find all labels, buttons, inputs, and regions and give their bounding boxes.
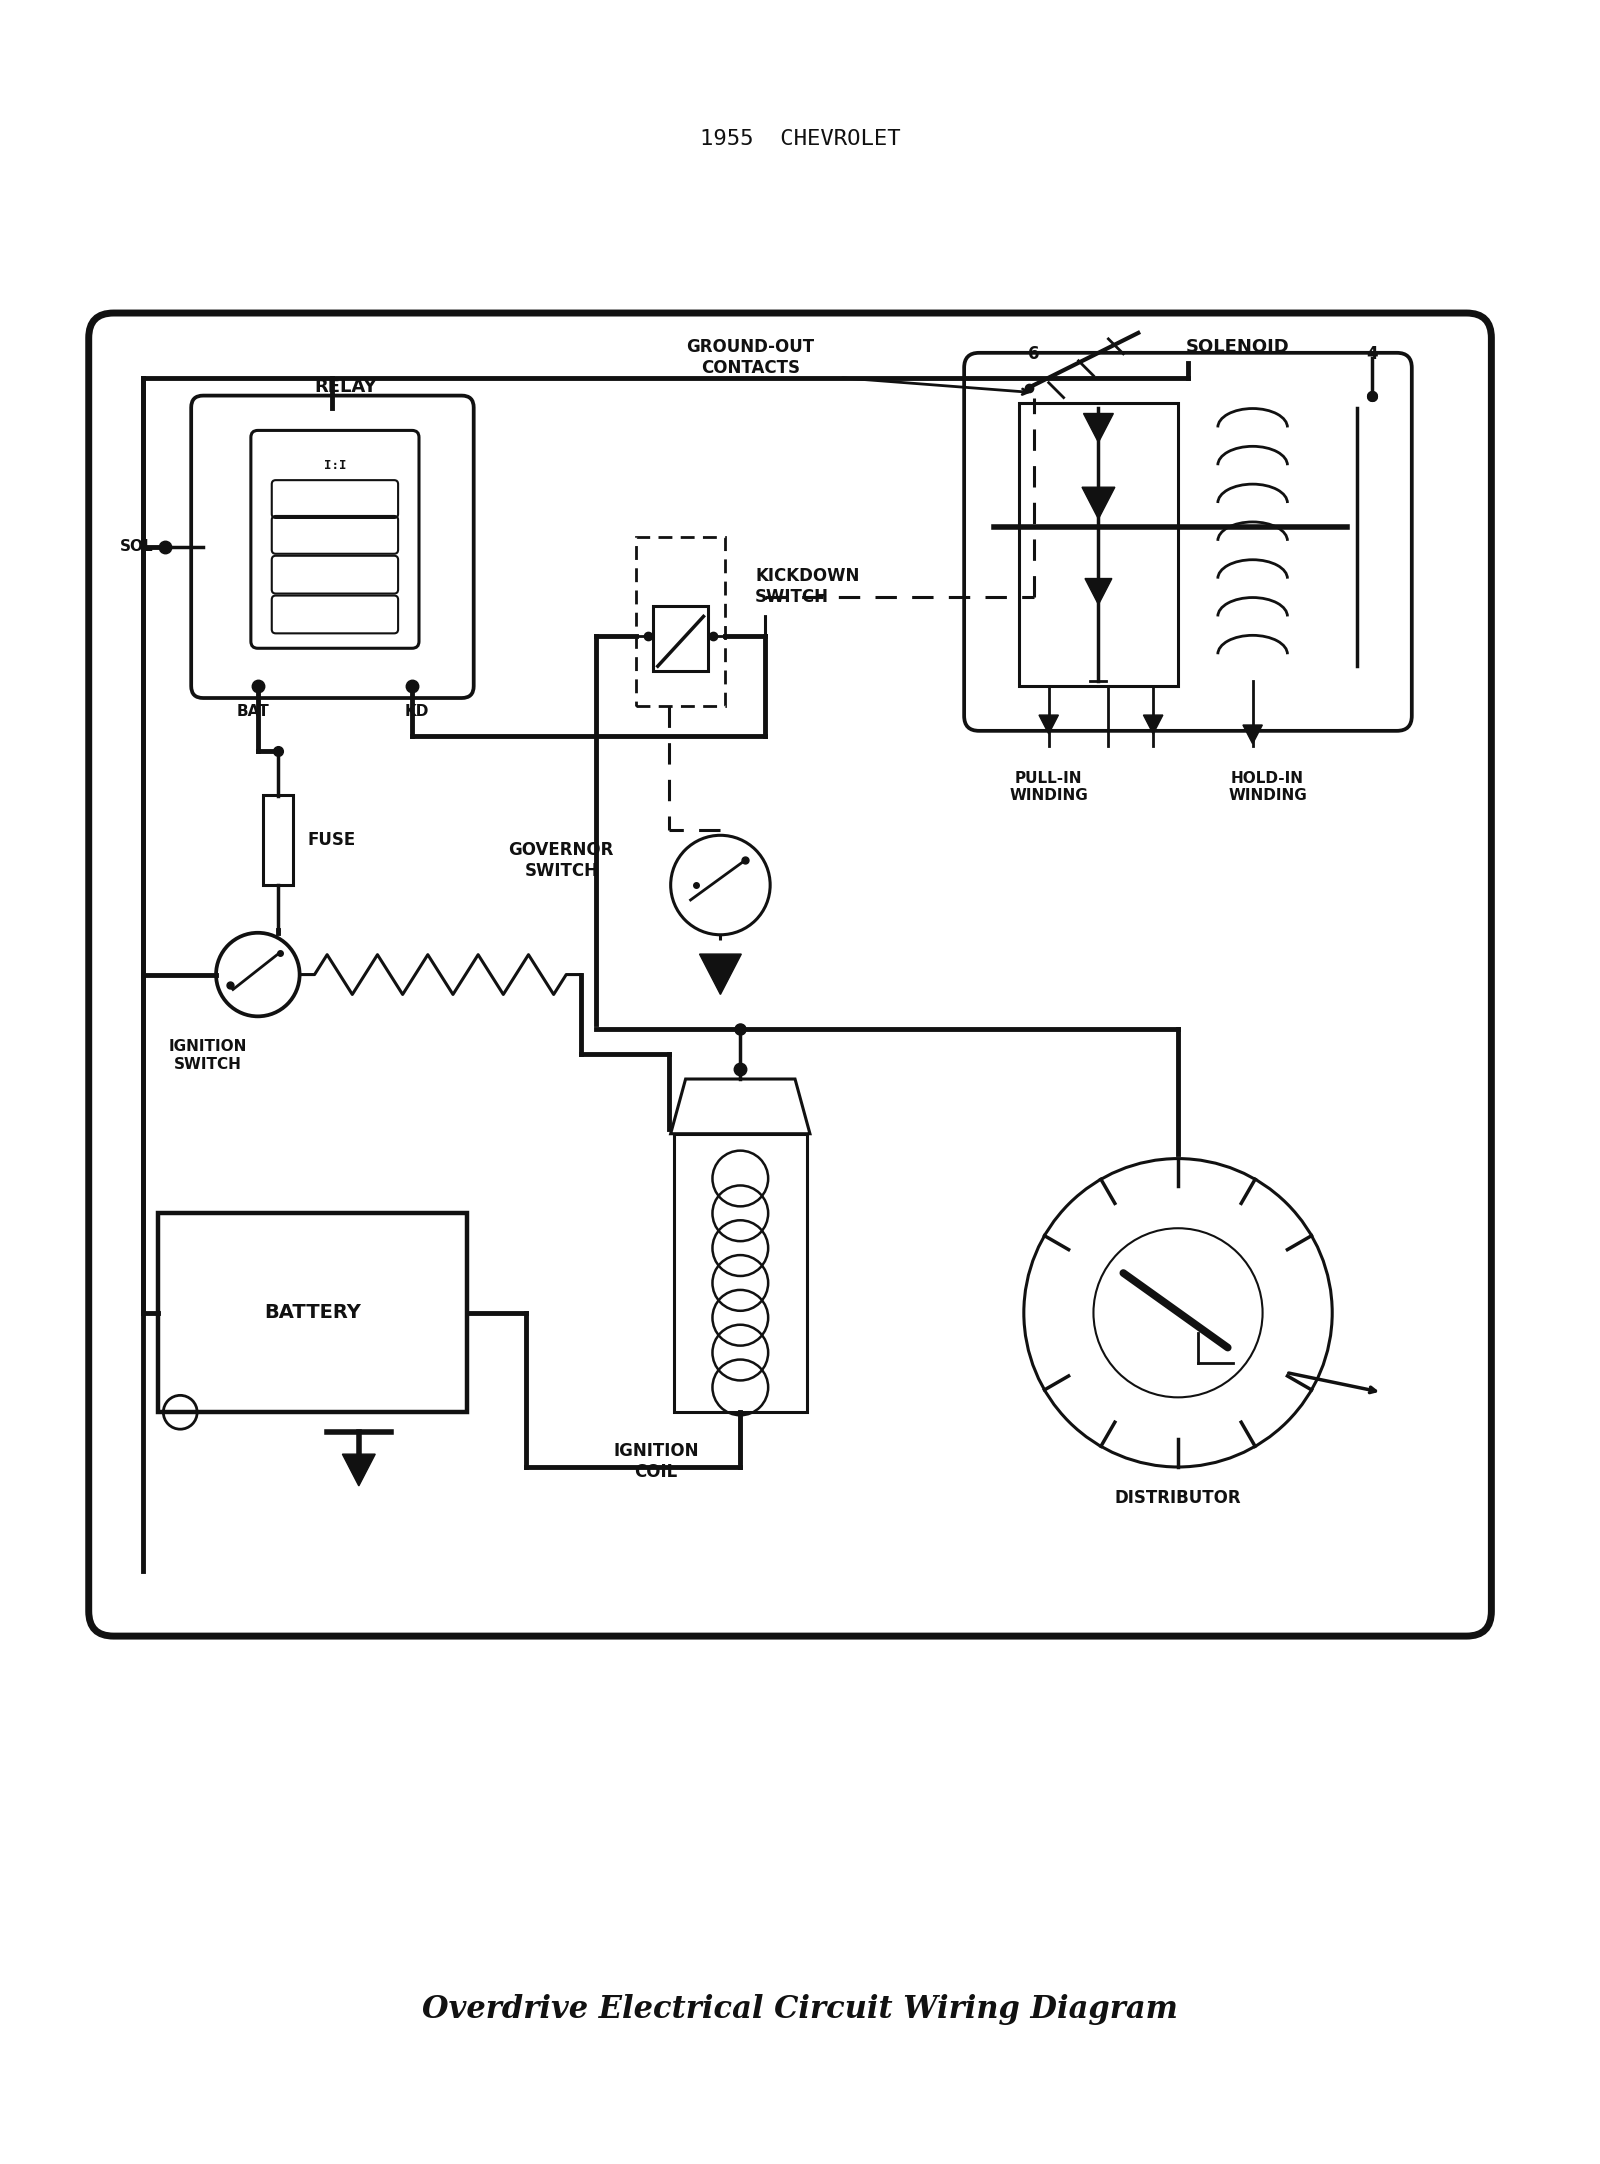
Text: 6: 6 [1029,344,1040,364]
Text: SOLENOID: SOLENOID [1186,338,1290,355]
Polygon shape [1082,487,1115,519]
Text: IGNITION
COIL: IGNITION COIL [613,1441,699,1480]
Text: KICKDOWN
SWITCH: KICKDOWN SWITCH [755,567,859,606]
Text: I:I: I:I [323,459,346,472]
Text: FUSE: FUSE [307,831,355,848]
Bar [158,1214,467,1413]
Text: 4: 4 [1366,344,1378,364]
Text: KD: KD [405,703,429,718]
Text: HOLD-IN
WINDING: HOLD-IN WINDING [1229,770,1307,803]
Bar [262,796,293,885]
Text: SOL: SOL [120,539,154,554]
Text: Overdrive Electrical Circuit Wiring Diagram: Overdrive Electrical Circuit Wiring Diag… [422,1993,1178,2026]
Text: GOVERNOR
SWITCH: GOVERNOR SWITCH [509,842,614,879]
Text: BAT: BAT [237,703,269,718]
Text: PULL-IN
WINDING: PULL-IN WINDING [1010,770,1088,803]
Polygon shape [1083,413,1114,441]
Text: DISTRIBUTOR: DISTRIBUTOR [1115,1489,1242,1506]
Bar [653,606,709,671]
Text: RELAY: RELAY [314,377,376,396]
Polygon shape [1038,714,1058,734]
Text: IGNITION
SWITCH: IGNITION SWITCH [170,1039,248,1071]
Polygon shape [699,954,741,995]
Bar [674,1134,806,1413]
Polygon shape [342,1454,376,1487]
Text: 1955  CHEVROLET: 1955 CHEVROLET [699,130,901,149]
Polygon shape [1243,725,1262,744]
Polygon shape [1144,714,1163,734]
Polygon shape [1085,578,1112,604]
Text: BATTERY: BATTERY [264,1303,362,1322]
Text: GROUND-OUT
CONTACTS: GROUND-OUT CONTACTS [686,338,814,377]
